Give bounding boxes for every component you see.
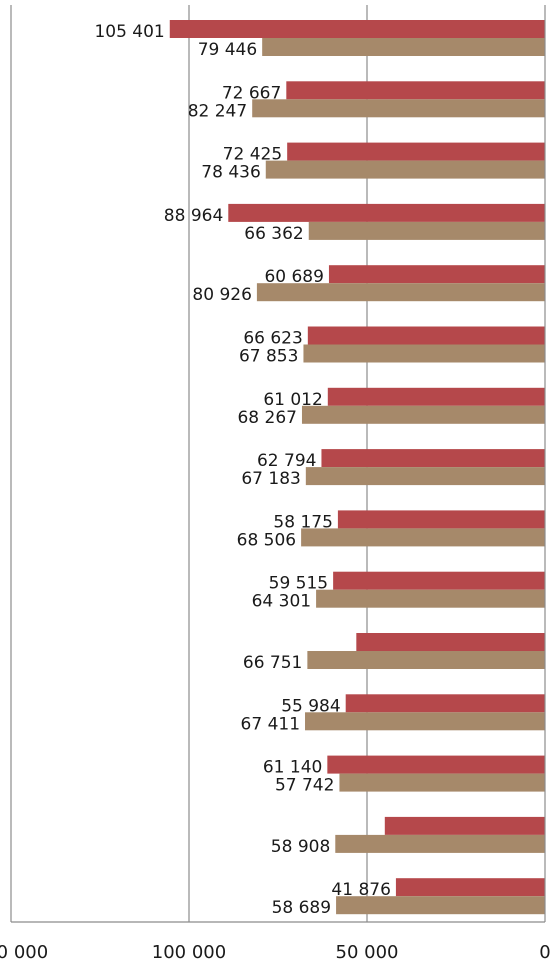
data-label: 82 247 xyxy=(188,101,247,121)
data-label: 59 515 xyxy=(269,574,328,594)
bar xyxy=(228,203,546,222)
bar xyxy=(328,265,545,284)
data-label: 88 964 xyxy=(164,206,223,226)
data-label: 66 751 xyxy=(243,653,302,673)
bar xyxy=(301,405,545,424)
bar xyxy=(308,221,545,240)
bar xyxy=(333,571,545,590)
bar xyxy=(336,896,545,915)
x-tick-label: 50 000 xyxy=(336,942,399,963)
bar xyxy=(316,589,545,608)
bar xyxy=(395,878,545,897)
data-label: 68 267 xyxy=(237,408,296,428)
data-label: 66 362 xyxy=(244,224,303,244)
x-axis-tick-labels: 150 000 100 000 50 000 0 xyxy=(0,942,551,963)
data-label: 58 175 xyxy=(273,512,332,532)
bar xyxy=(301,528,545,547)
data-label: 79 446 xyxy=(198,40,257,60)
data-label: 61 012 xyxy=(263,390,322,410)
data-label: 61 140 xyxy=(263,758,322,778)
x-tick-label: 0 xyxy=(539,942,550,963)
data-label: 67 853 xyxy=(239,347,298,367)
data-label: 78 436 xyxy=(201,163,260,183)
data-label: 41 876 xyxy=(331,880,390,900)
bar xyxy=(327,387,545,406)
data-label: 67 183 xyxy=(241,469,300,489)
data-label: 64 301 xyxy=(252,592,311,612)
data-label: 80 926 xyxy=(192,285,251,305)
data-label: 58 689 xyxy=(272,898,331,918)
bar xyxy=(307,651,545,669)
data-label: 66 623 xyxy=(243,329,302,349)
bar xyxy=(256,283,545,302)
bar xyxy=(335,834,545,853)
bar xyxy=(303,344,545,363)
bar xyxy=(307,326,545,345)
bar xyxy=(345,694,545,713)
x-tick-label: 150 000 xyxy=(0,942,48,963)
data-label: 60 689 xyxy=(264,267,323,287)
bar xyxy=(384,816,545,835)
bar xyxy=(356,633,545,651)
data-label: 68 506 xyxy=(237,530,296,550)
data-label: 105 401 xyxy=(94,22,164,42)
bar xyxy=(286,81,545,100)
data-label: 67 411 xyxy=(241,714,300,734)
x-tick-label: 100 000 xyxy=(152,942,226,963)
bar xyxy=(339,773,545,792)
data-labels: 105 401 72 667 72 425 88 964 60 689 66 623 61 … xyxy=(94,22,390,918)
bar xyxy=(327,755,545,774)
bar xyxy=(287,142,545,161)
bar xyxy=(169,20,545,38)
data-label: 57 742 xyxy=(275,776,334,796)
bar xyxy=(337,510,545,529)
bar xyxy=(321,449,545,468)
bars xyxy=(169,20,546,915)
bar xyxy=(262,38,545,56)
axis-frame xyxy=(10,5,546,923)
data-label: 58 908 xyxy=(271,837,330,857)
data-label: 55 984 xyxy=(281,696,340,716)
data-label: 72 425 xyxy=(223,145,282,165)
bar xyxy=(305,467,545,486)
bar xyxy=(305,712,545,731)
data-label: 72 667 xyxy=(222,83,281,103)
bar xyxy=(265,160,545,179)
bar xyxy=(252,99,545,118)
data-label: 62 794 xyxy=(257,451,316,471)
